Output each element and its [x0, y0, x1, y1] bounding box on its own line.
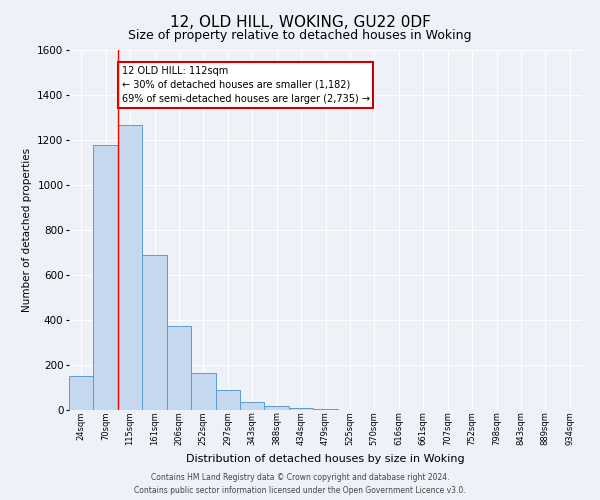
Text: 12, OLD HILL, WOKING, GU22 0DF: 12, OLD HILL, WOKING, GU22 0DF — [170, 15, 430, 30]
Bar — [191, 373, 215, 410]
Bar — [265, 406, 289, 410]
Bar — [167, 326, 191, 410]
Bar — [94, 144, 118, 410]
Bar — [240, 402, 265, 410]
Text: 12 OLD HILL: 112sqm
← 30% of detached houses are smaller (1,182)
69% of semi-det: 12 OLD HILL: 112sqm ← 30% of detached ho… — [122, 66, 370, 104]
Bar — [142, 255, 167, 410]
Text: Size of property relative to detached houses in Woking: Size of property relative to detached ho… — [128, 29, 472, 42]
Bar — [289, 408, 313, 410]
Text: Contains HM Land Registry data © Crown copyright and database right 2024.
Contai: Contains HM Land Registry data © Crown c… — [134, 474, 466, 495]
Bar — [313, 409, 338, 410]
X-axis label: Distribution of detached houses by size in Woking: Distribution of detached houses by size … — [186, 454, 465, 464]
Y-axis label: Number of detached properties: Number of detached properties — [22, 148, 32, 312]
Bar — [69, 376, 94, 410]
Bar — [215, 390, 240, 410]
Bar — [118, 126, 142, 410]
